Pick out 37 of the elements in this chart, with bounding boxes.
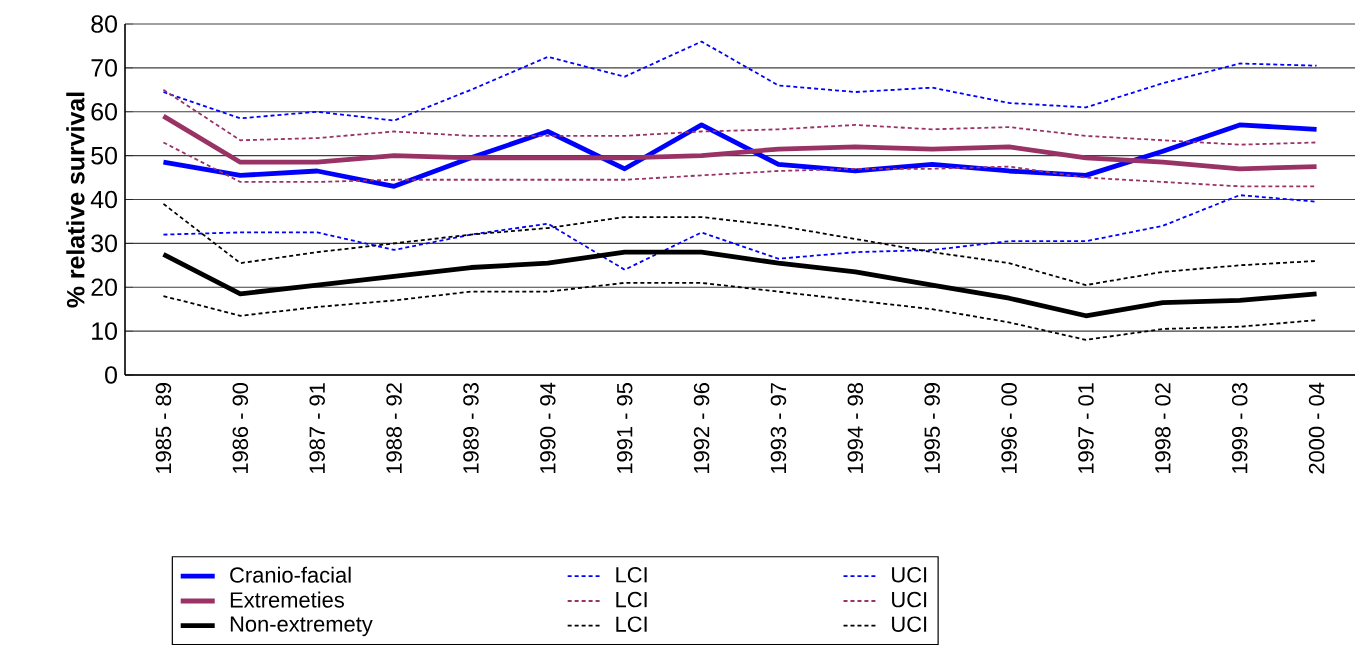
legend-label: Cranio-facial: [230, 566, 351, 583]
y-tick-label: 60: [91, 102, 117, 121]
x-tick-label: 1992 - 96: [693, 383, 710, 473]
y-tick-label: 30: [91, 234, 117, 253]
x-tick-label: 1998 - 02: [1155, 383, 1171, 473]
x-tick-label: 1999 - 03: [1231, 383, 1248, 473]
x-tick-label: 1994 - 98: [847, 383, 864, 473]
line-series: [161, 249, 1319, 319]
y-tick-label: 70: [91, 59, 117, 77]
x-tick-label: 1987 - 91: [309, 383, 325, 473]
legend-label: UCI: [892, 591, 927, 608]
x-tick-label: 1985 - 89: [155, 383, 172, 473]
x-tick-label: 1996 - 00: [1001, 382, 1017, 473]
x-tick-label: 1997 - 01: [1078, 383, 1094, 473]
x-tick-label: 1990 - 94: [540, 382, 556, 473]
x-tick-label: 2000 - 04: [1308, 382, 1325, 474]
y-tick-label: 40: [90, 190, 117, 209]
y-tick-label: 20: [91, 278, 117, 297]
y-tick-label: 10: [92, 322, 117, 340]
y-tick-label: 0: [105, 366, 117, 384]
y-tick-label: 50: [91, 146, 117, 165]
y-axis-title: % relative survival: [66, 92, 85, 308]
y-tick-label: 80: [91, 15, 117, 33]
legend-label: UCI: [892, 616, 927, 632]
x-tick-label: 1988 - 92: [386, 383, 402, 473]
legend-label: Extremeties: [230, 591, 344, 608]
legend-label: Non-extremety: [230, 616, 373, 637]
x-tick-label: 1995 - 99: [924, 383, 940, 473]
legend-label: LCI: [616, 591, 647, 608]
line-series: [162, 40, 1318, 122]
legend-label: LCI: [616, 567, 647, 583]
x-tick-label: 1989 - 93: [463, 383, 479, 473]
x-tick-label: 1993 - 97: [770, 383, 787, 473]
x-tick-label: 1986 - 90: [232, 382, 249, 473]
x-tick-label: 1991 - 95: [616, 383, 633, 473]
legend-label: LCI: [616, 616, 647, 632]
legend-label: UCI: [892, 567, 927, 583]
